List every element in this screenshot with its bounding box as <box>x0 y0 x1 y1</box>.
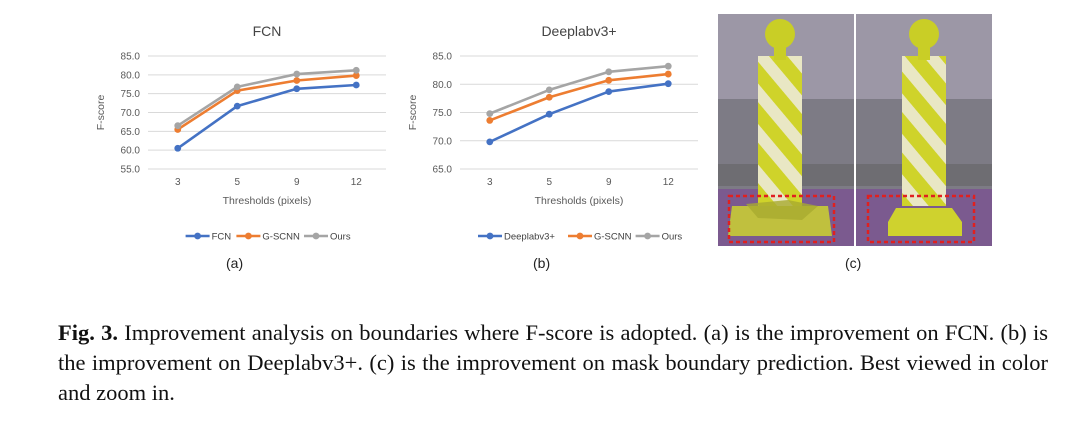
y-tick-label: 55.0 <box>121 165 141 176</box>
data-point <box>233 83 241 91</box>
data-point <box>233 102 241 110</box>
data-point <box>664 70 672 78</box>
x-tick-label: 5 <box>234 177 240 188</box>
y-axis-label: F-score <box>95 95 107 131</box>
caption-text: Improvement analysis on boundaries where… <box>58 320 1048 405</box>
fcn-chart: FCN 55.0 60.0 65.0 70.0 75.0 80.0 85.0 3 5 9 12 Thre… <box>95 23 386 243</box>
data-point <box>605 88 613 95</box>
y-tick-label: 75.0 <box>121 89 141 100</box>
series-line-fcn <box>176 83 357 150</box>
chart-title: Deeplabv3+ <box>541 23 616 39</box>
data-point <box>352 81 360 89</box>
photo-left <box>718 14 854 246</box>
highlight-box-right <box>866 194 976 244</box>
caption-label: Fig. 3. <box>58 320 119 345</box>
sublabel-b: (b) <box>533 255 551 271</box>
photo-right <box>856 14 992 246</box>
chart-title: FCN <box>253 23 282 39</box>
legend-entry: G-SCNN <box>594 232 632 243</box>
data-point <box>664 80 672 88</box>
x-axis-label: Thresholds (pixels) <box>535 195 624 207</box>
sublabel-a: (a) <box>226 255 244 271</box>
data-point <box>605 68 613 76</box>
y-tick-label: 70.0 <box>121 108 141 119</box>
legend-entry: G-SCNN <box>262 232 300 243</box>
data-point <box>545 93 553 101</box>
data-point <box>486 138 494 146</box>
x-tick-label: 5 <box>546 177 552 188</box>
y-tick-label: 70.0 <box>433 136 453 147</box>
x-tick-label: 3 <box>175 177 181 188</box>
y-tick-label: 85.0 <box>121 52 141 63</box>
legend-marker <box>245 232 252 240</box>
x-tick-label: 12 <box>351 177 363 188</box>
data-point <box>486 110 494 118</box>
series-line-g-scnn <box>489 72 669 122</box>
y-tick-label: 65.0 <box>121 127 141 138</box>
y-tick-label: 75.0 <box>433 108 453 119</box>
x-tick-label: 9 <box>294 177 300 188</box>
highlight-box-left <box>727 194 836 244</box>
data-point <box>174 144 182 152</box>
series-line-ours <box>177 69 357 127</box>
data-point <box>174 122 182 130</box>
data-point <box>664 62 672 70</box>
y-axis-label: F-score <box>407 95 419 131</box>
boundary-photo <box>718 14 992 246</box>
legend-entry: Ours <box>662 232 683 243</box>
x-tick-label: 12 <box>663 177 675 188</box>
legend-entry: Ours <box>330 232 351 243</box>
data-point <box>293 77 301 84</box>
series-line-g-scnn <box>177 74 357 131</box>
legend-marker <box>312 232 320 240</box>
series-line-ours <box>489 64 669 115</box>
y-tick-label: 80.0 <box>433 80 453 91</box>
data-point <box>352 72 360 79</box>
deeplab-chart: Deeplabv3+ 65.0 70.0 75.0 80.0 85.0 3 5 9 12 Thres… <box>407 23 698 243</box>
y-tick-label: 85.0 <box>433 52 453 63</box>
data-point <box>545 86 553 94</box>
data-point <box>293 70 301 78</box>
legend-marker <box>576 232 584 240</box>
legend-marker <box>486 232 494 240</box>
legend-entry: Deeplabv3+ <box>504 232 555 243</box>
data-point <box>545 110 553 118</box>
series-line-deeplabv3- <box>489 82 669 144</box>
figure-caption: Fig. 3. Improvement analysis on boundari… <box>58 318 1048 408</box>
x-tick-label: 9 <box>606 177 612 188</box>
data-point <box>293 85 301 93</box>
legend-marker <box>194 232 201 240</box>
y-tick-label: 65.0 <box>433 165 453 176</box>
data-point <box>352 66 360 74</box>
data-point <box>605 76 613 84</box>
legend-marker <box>644 232 651 240</box>
y-tick-label: 60.0 <box>121 146 141 157</box>
sublabel-c: (c) <box>845 255 862 271</box>
x-axis-label: Thresholds (pixels) <box>223 195 312 207</box>
x-tick-label: 3 <box>487 177 493 188</box>
legend-entry: FCN <box>212 232 232 243</box>
y-tick-label: 80.0 <box>121 70 141 81</box>
data-point <box>486 117 494 124</box>
